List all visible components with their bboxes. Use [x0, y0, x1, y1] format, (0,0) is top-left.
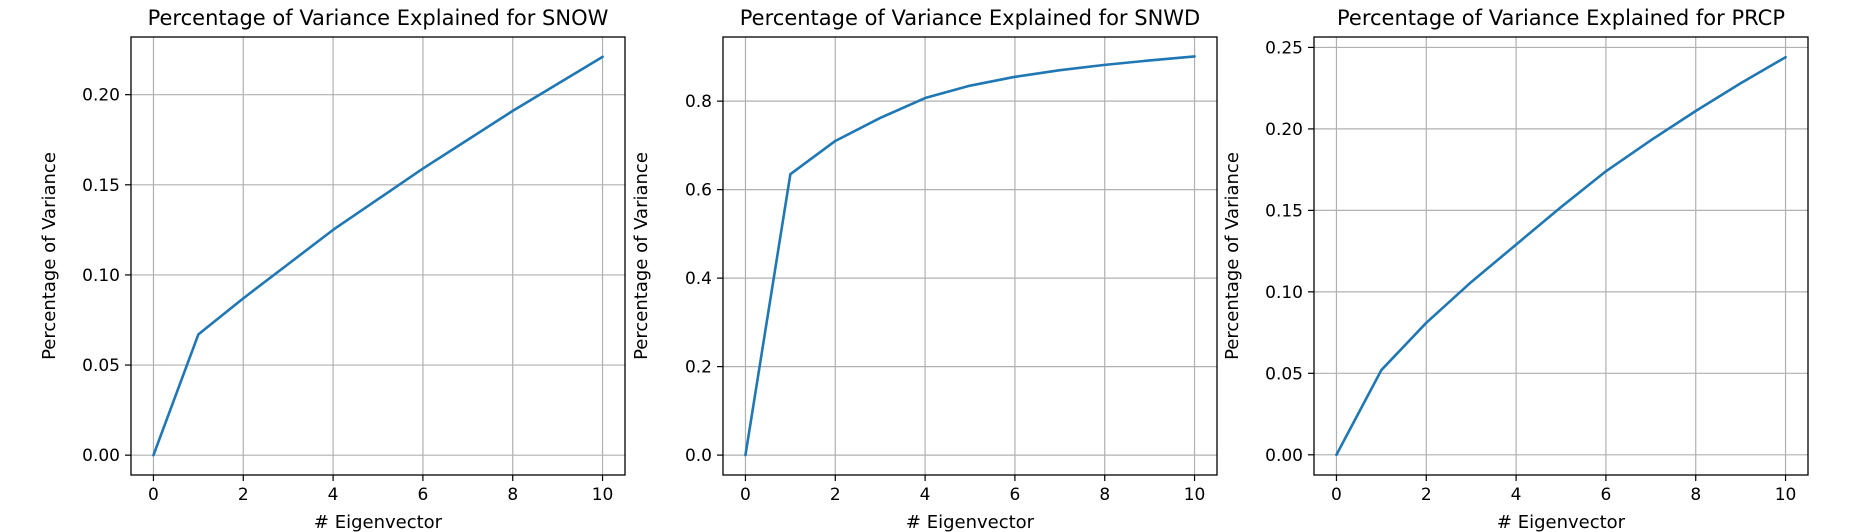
y-tick-label: 0.10	[1265, 283, 1303, 303]
x-tick-label: 0	[740, 485, 751, 505]
y-tick-label: 0.15	[1265, 201, 1303, 221]
y-tick-label: 0.2	[685, 358, 712, 378]
x-tick-label: 4	[1511, 485, 1522, 505]
x-axis-label: # Eigenvector	[314, 512, 443, 532]
chart-title: Percentage of Variance Explained for SNO…	[148, 6, 609, 30]
y-tick-label: 0.0	[685, 446, 712, 466]
x-tick-label: 10	[1775, 485, 1797, 505]
chart-title: Percentage of Variance Explained for PRC…	[1337, 6, 1785, 30]
x-tick-label: 2	[238, 485, 249, 505]
chart-panel-0: 0 2 4 6 8 10 0.00 0.05 0.10 0.15 0.20 Percentage of…	[39, 6, 626, 532]
y-tick-label: 0.00	[82, 446, 120, 466]
y-tick-label: 0.05	[1265, 364, 1303, 384]
x-tick-label: 2	[830, 485, 841, 505]
x-tick-label: 8	[1099, 485, 1110, 505]
y-tick-label: 0.10	[82, 266, 120, 286]
x-tick-label: 8	[507, 485, 518, 505]
y-tick-label: 0.25	[1265, 38, 1303, 58]
axes-frame	[722, 36, 1218, 476]
y-tick-label: 0.4	[685, 269, 712, 289]
data-line	[152, 55, 604, 457]
x-tick-label: 4	[920, 485, 931, 505]
chart-panel-1: 0 2 4 6 8 10 0.0 0.2 0.4 0.6 0.8 Percentage of Vari…	[631, 6, 1218, 532]
x-tick-label: 6	[1600, 485, 1611, 505]
x-tick-label: 6	[417, 485, 428, 505]
axes-frame	[1313, 36, 1809, 476]
x-tick-label: 6	[1009, 485, 1020, 505]
y-tick-label: 0.20	[1265, 120, 1303, 140]
y-tick-label: 0.20	[82, 86, 120, 106]
x-tick-label: 10	[592, 485, 614, 505]
x-axis-label: # Eigenvector	[906, 512, 1035, 532]
y-axis-label: Percentage of Variance	[39, 152, 60, 360]
y-axis-label: Percentage of Variance	[631, 152, 652, 360]
chart-title: Percentage of Variance Explained for SNW…	[740, 6, 1200, 30]
y-axis-label: Percentage of Variance	[1222, 152, 1243, 360]
axes-frame	[130, 36, 626, 476]
x-tick-label: 10	[1184, 485, 1206, 505]
y-tick-label: 0.6	[685, 181, 712, 201]
x-tick-label: 8	[1690, 485, 1701, 505]
x-tick-label: 4	[328, 485, 339, 505]
x-tick-label: 2	[1421, 485, 1432, 505]
y-tick-label: 0.15	[82, 176, 120, 196]
y-tick-label: 0.8	[685, 92, 712, 112]
x-tick-label: 0	[148, 485, 159, 505]
y-tick-label: 0.00	[1265, 446, 1303, 466]
x-axis-label: # Eigenvector	[1497, 512, 1626, 532]
x-tick-label: 0	[1331, 485, 1342, 505]
y-tick-label: 0.05	[82, 356, 120, 376]
data-line	[744, 55, 1196, 457]
data-line	[1335, 55, 1787, 457]
chart-panel-2: 0 2 4 6 8 10 0.00 0.05 0.10 0.15 0.20 0.25 Percentag…	[1222, 6, 1809, 532]
